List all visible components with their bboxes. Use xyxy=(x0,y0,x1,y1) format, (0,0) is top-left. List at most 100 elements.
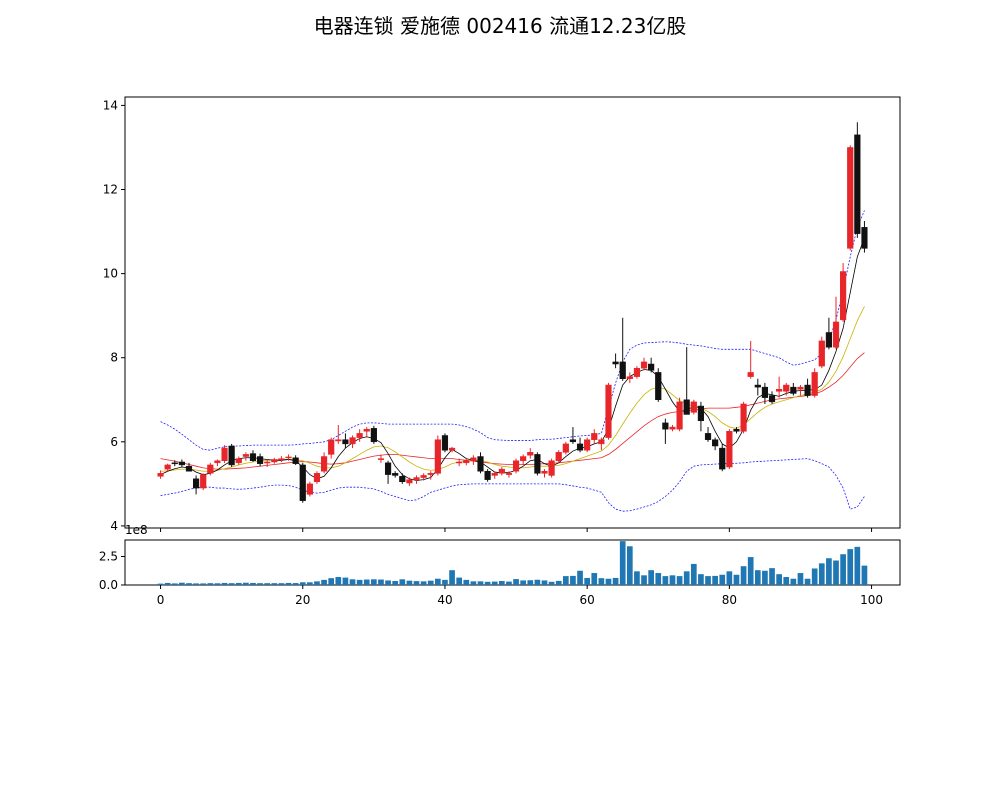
candle-body xyxy=(619,361,626,379)
candle xyxy=(754,378,761,396)
volume-bar xyxy=(520,580,527,585)
volume-bar xyxy=(754,570,761,585)
candle xyxy=(214,459,221,467)
candle xyxy=(683,347,690,415)
candle-body xyxy=(356,433,363,438)
candle-body xyxy=(612,361,619,365)
volume-bar xyxy=(378,579,384,585)
candle xyxy=(370,425,377,444)
volume-bar xyxy=(392,581,399,585)
candle xyxy=(598,437,605,451)
candle-body xyxy=(477,456,484,472)
candle-body xyxy=(726,431,733,468)
candle-body xyxy=(861,227,868,249)
candle xyxy=(228,443,235,468)
candle xyxy=(363,427,370,438)
candle xyxy=(249,450,257,462)
candle xyxy=(157,470,164,479)
candle-body xyxy=(320,456,328,472)
candle-body xyxy=(463,460,470,464)
volume-bar xyxy=(705,576,711,585)
candle xyxy=(669,424,676,432)
volume-bar xyxy=(655,573,662,585)
candle-body xyxy=(704,433,712,440)
volume-bar xyxy=(235,582,242,585)
candle xyxy=(704,427,712,442)
volume-bar xyxy=(200,583,207,585)
volume-bar xyxy=(399,579,406,585)
volume-bar xyxy=(577,570,583,585)
candle-body xyxy=(491,473,498,476)
volume-bar xyxy=(164,582,171,585)
volume-bar xyxy=(435,578,441,585)
candle xyxy=(328,437,335,459)
candle xyxy=(256,453,264,467)
candle xyxy=(569,427,577,444)
candle xyxy=(349,435,356,449)
candle xyxy=(441,433,449,453)
candle xyxy=(427,471,434,480)
candle xyxy=(776,376,783,398)
price-y-tick-label: 12 xyxy=(103,183,118,197)
price-y-tick-label: 6 xyxy=(110,435,118,449)
candle xyxy=(377,454,385,463)
candle xyxy=(640,357,648,371)
candle xyxy=(271,457,278,464)
candle xyxy=(470,455,477,465)
volume-bar xyxy=(321,579,327,585)
candle-body xyxy=(448,447,456,451)
candle-body xyxy=(733,428,740,432)
volume-bar xyxy=(676,576,683,585)
volume-bar xyxy=(584,577,590,585)
candle-body xyxy=(534,454,541,474)
candle-body xyxy=(811,372,818,396)
candle-body xyxy=(178,461,185,466)
volume-bar xyxy=(641,575,647,585)
candle xyxy=(235,456,242,465)
volume-bar xyxy=(811,568,818,585)
volume-bar xyxy=(385,580,391,585)
candle-body xyxy=(747,372,754,377)
volume-bar xyxy=(598,578,605,585)
volume-bar xyxy=(406,580,413,585)
volume-bar xyxy=(698,574,704,585)
candle xyxy=(811,368,818,398)
candle-body xyxy=(335,439,342,442)
candle xyxy=(584,437,591,453)
candle-body xyxy=(214,460,221,464)
volume-bar xyxy=(470,581,477,585)
candle xyxy=(726,429,733,470)
x-tick-label: 0 xyxy=(157,593,165,607)
candle-body xyxy=(768,395,776,403)
candle xyxy=(320,452,328,474)
candle xyxy=(619,317,626,381)
candle-body xyxy=(207,464,214,474)
volume-bar xyxy=(264,583,271,585)
candle xyxy=(498,467,505,476)
volume-bar xyxy=(250,582,256,585)
volume-bar xyxy=(527,580,534,585)
volume-bar xyxy=(498,581,505,585)
candle-body xyxy=(697,405,705,422)
volume-bar xyxy=(442,579,448,585)
volume-bar xyxy=(790,578,797,585)
candle xyxy=(712,437,719,451)
volume-bar xyxy=(683,571,690,585)
volume-bar xyxy=(157,583,164,585)
volume-bar xyxy=(776,574,782,585)
candle xyxy=(797,385,804,396)
candle-body xyxy=(228,445,235,466)
candle-body xyxy=(576,443,584,451)
price-y-tick-label: 8 xyxy=(110,351,118,365)
candle-body xyxy=(854,134,861,234)
volume-bar xyxy=(762,570,768,585)
candle xyxy=(861,221,868,253)
price-y-tick-label: 4 xyxy=(110,519,118,533)
candle-body xyxy=(605,384,612,438)
candle-body xyxy=(761,386,769,398)
x-tick-label: 20 xyxy=(295,593,310,607)
candle xyxy=(783,382,790,396)
volume-bar xyxy=(634,571,640,585)
candle-body xyxy=(242,454,249,457)
candle xyxy=(178,459,185,468)
